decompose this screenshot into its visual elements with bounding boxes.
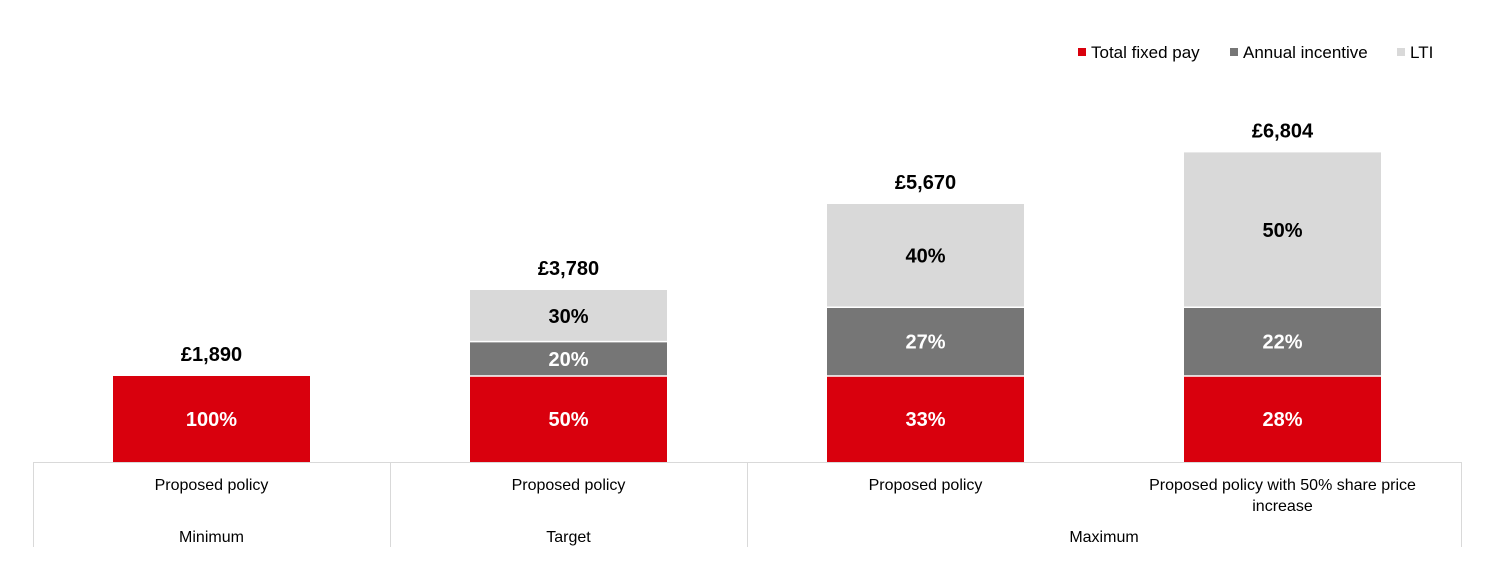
bars: 100% £1,890 50% 20% 30% £3,780 33% 27% 40% £5,670… — [113, 120, 1381, 462]
group-label-maximum: Maximum — [1069, 529, 1138, 546]
data-label-annual-incentive-3: 27% — [905, 332, 945, 354]
category-label-1: Proposed policy — [155, 477, 269, 494]
data-label-annual-incentive-4: 22% — [1262, 332, 1302, 354]
legend-swatch-annual-incentive — [1230, 48, 1238, 56]
bar-segment-lti-4 — [1184, 152, 1381, 308]
legend-label-annual-incentive: Annual incentive — [1243, 43, 1368, 62]
data-label-annual-incentive-2: 20% — [548, 349, 588, 371]
category-label-4: Proposed policy with 50% share price incr… — [1149, 477, 1416, 515]
legend-label-lti: LTI — [1410, 43, 1433, 62]
data-label-total-fixed-pay-2: 50% — [548, 409, 588, 431]
data-label-total-fixed-pay-4: 28% — [1262, 409, 1302, 431]
total-label-4: £6,804 — [1252, 120, 1314, 142]
total-label-1: £1,890 — [181, 344, 242, 366]
bar-segment-annual-incentive-4 — [1184, 307, 1381, 376]
data-label-lti-2: 30% — [548, 306, 588, 328]
legend-swatch-total-fixed-pay — [1078, 48, 1086, 56]
bar-segment-annual-incentive-3 — [827, 307, 1024, 376]
data-label-lti-3: 40% — [905, 246, 945, 268]
bar-segment-lti-2 — [470, 290, 667, 342]
total-label-2: £3,780 — [538, 258, 599, 280]
bar-segment-lti-3 — [827, 204, 1024, 308]
category-axis: Proposed policy Proposed policy Proposed p… — [33, 462, 1462, 547]
bar-segment-annual-incentive-2 — [470, 341, 667, 376]
legend-label-total-fixed-pay: Total fixed pay — [1091, 43, 1200, 62]
bar-segment-total-fixed-pay-1 — [113, 376, 310, 462]
bar-segment-total-fixed-pay-2 — [470, 376, 667, 462]
legend: Total fixed pay Annual incentive LTI — [1078, 43, 1433, 62]
bar-segment-total-fixed-pay-4 — [1184, 376, 1381, 462]
data-label-lti-4: 50% — [1262, 220, 1302, 242]
group-label-target: Target — [546, 529, 591, 546]
total-label-3: £5,670 — [895, 172, 956, 194]
group-label-minimum: Minimum — [179, 529, 244, 546]
data-label-total-fixed-pay-1: 100% — [186, 409, 237, 431]
legend-swatch-lti — [1397, 48, 1405, 56]
data-label-total-fixed-pay-3: 33% — [905, 409, 945, 431]
category-label-2: Proposed policy — [512, 477, 626, 494]
category-label-3: Proposed policy — [869, 477, 983, 494]
bar-segment-total-fixed-pay-3 — [827, 376, 1024, 462]
